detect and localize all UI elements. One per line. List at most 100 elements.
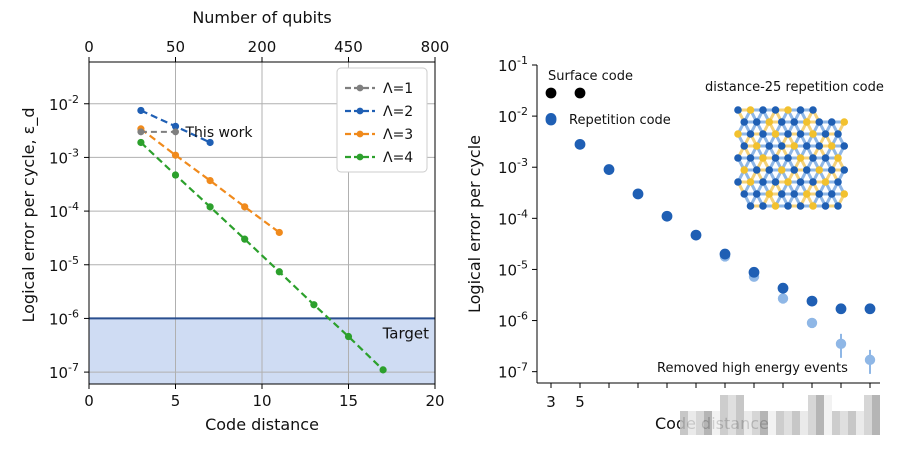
lattice-qubit <box>821 154 830 162</box>
redaction-pixel <box>688 419 696 427</box>
lattice-qubit <box>765 166 774 174</box>
lattice-qubit <box>740 142 749 150</box>
x-tick-label: 5 <box>171 392 181 410</box>
left-top-axis-label: Number of qubits <box>192 8 331 27</box>
legend-label: Λ=4 <box>383 150 413 166</box>
lattice-qubit <box>840 190 849 198</box>
right-axes <box>536 65 880 384</box>
redaction-pixel <box>776 427 784 435</box>
redaction-pixel <box>816 427 824 435</box>
redaction-pixel <box>824 411 832 419</box>
lattice-qubit <box>752 118 761 126</box>
lattice-qubit <box>796 178 805 186</box>
lattice-qubit <box>734 154 742 162</box>
repetition-point <box>632 188 644 200</box>
right-points-layer <box>545 87 876 374</box>
lattice-qubit <box>840 166 849 174</box>
lattice-qubit <box>777 118 786 126</box>
y-tick-label: 10-3 <box>49 146 79 167</box>
x-tick-label: 15 <box>339 392 358 410</box>
repetition-point <box>835 303 847 315</box>
redaction-pixel <box>728 395 736 403</box>
redaction-pixel <box>872 395 880 403</box>
data-point <box>344 332 353 341</box>
redaction-pixel <box>856 427 864 435</box>
redaction-pixel <box>808 395 816 403</box>
data-point <box>171 171 180 179</box>
x-tick-label: 0 <box>84 392 94 410</box>
y-tick-label: 10-7 <box>498 361 528 382</box>
lattice-qubit <box>759 202 767 210</box>
redaction-pixel <box>840 411 848 419</box>
repetition-point <box>603 164 615 175</box>
lattice-qubit <box>759 154 767 162</box>
target-label: Target <box>382 324 430 342</box>
lattice-qubit <box>809 178 817 186</box>
lattice-qubit <box>759 106 767 114</box>
data-point <box>137 138 145 147</box>
redaction-pixel <box>728 427 736 435</box>
redaction-pixel <box>712 419 720 427</box>
redaction-pixel <box>872 403 880 411</box>
lattice-qubit <box>771 106 780 114</box>
redaction-pixel <box>760 419 768 427</box>
top-tick-label: 800 <box>421 38 450 56</box>
lattice-qubit <box>784 106 792 114</box>
redaction-pixel <box>720 403 728 411</box>
repetition-point <box>690 229 702 241</box>
lattice-qubit <box>771 178 780 186</box>
lattice-qubit <box>784 130 792 138</box>
repetition-legend-marker <box>545 114 557 126</box>
lattice-qubit <box>746 202 755 210</box>
data-point <box>171 122 180 130</box>
repetition-code-lattice <box>734 106 849 210</box>
redaction-pixel <box>864 427 872 435</box>
redaction-pixel <box>800 419 808 427</box>
redaction-pixel <box>768 427 776 435</box>
redaction-pixel <box>792 427 800 435</box>
redaction-pixel <box>736 419 744 427</box>
redaction-pixel <box>864 419 872 427</box>
redaction-pixel <box>784 419 792 427</box>
redaction-pixel <box>704 411 712 419</box>
lattice-qubit <box>809 202 817 210</box>
redaction-pixel <box>792 419 800 427</box>
redaction-pixel <box>872 419 880 427</box>
redaction-pixel <box>800 411 808 419</box>
redaction-pixel <box>720 411 728 419</box>
y-tick-label: 10-2 <box>498 105 528 126</box>
lattice-qubit <box>840 142 849 150</box>
this-work-point <box>137 128 145 136</box>
lattice-qubit <box>809 106 817 114</box>
redaction-pixel <box>800 427 808 435</box>
lattice-qubit <box>740 190 749 198</box>
redaction-pixel <box>696 427 704 435</box>
lattice-qubit <box>765 118 774 126</box>
legend-marker <box>356 107 364 115</box>
redaction-pixel <box>832 419 840 427</box>
redaction-pixel <box>832 411 840 419</box>
redaction-pixel <box>872 411 880 419</box>
data-point <box>137 106 145 115</box>
y-tick-label: 10-4 <box>49 200 79 221</box>
redaction-pixel <box>824 419 832 427</box>
legend-marker <box>356 84 364 92</box>
lattice-qubit <box>771 202 780 210</box>
redaction-pixel <box>712 411 720 419</box>
redaction-pixel <box>680 419 688 427</box>
redaction-pixel <box>744 411 752 419</box>
y-tick-label: 10-2 <box>49 93 79 114</box>
redaction-pixel <box>816 419 824 427</box>
lattice-qubit <box>777 190 786 198</box>
y-tick-label: 10-5 <box>498 258 528 279</box>
surface-code-label: Surface code <box>548 69 633 84</box>
lattice-qubit <box>827 190 836 198</box>
x-tick-label: 3 <box>546 393 556 411</box>
right-y-ticks: 10-1 10-2 10-3 10-4 10-5 10-6 10-7 <box>498 54 537 382</box>
redaction-pixel <box>808 419 816 427</box>
redaction-pixel <box>760 427 768 435</box>
left-y-ticks: 10-2 10-3 10-4 10-5 10-6 10-7 <box>49 93 89 382</box>
redaction-pixel <box>744 419 752 427</box>
this-work-annotation: This work <box>137 125 253 141</box>
lattice-qubit <box>815 166 824 174</box>
